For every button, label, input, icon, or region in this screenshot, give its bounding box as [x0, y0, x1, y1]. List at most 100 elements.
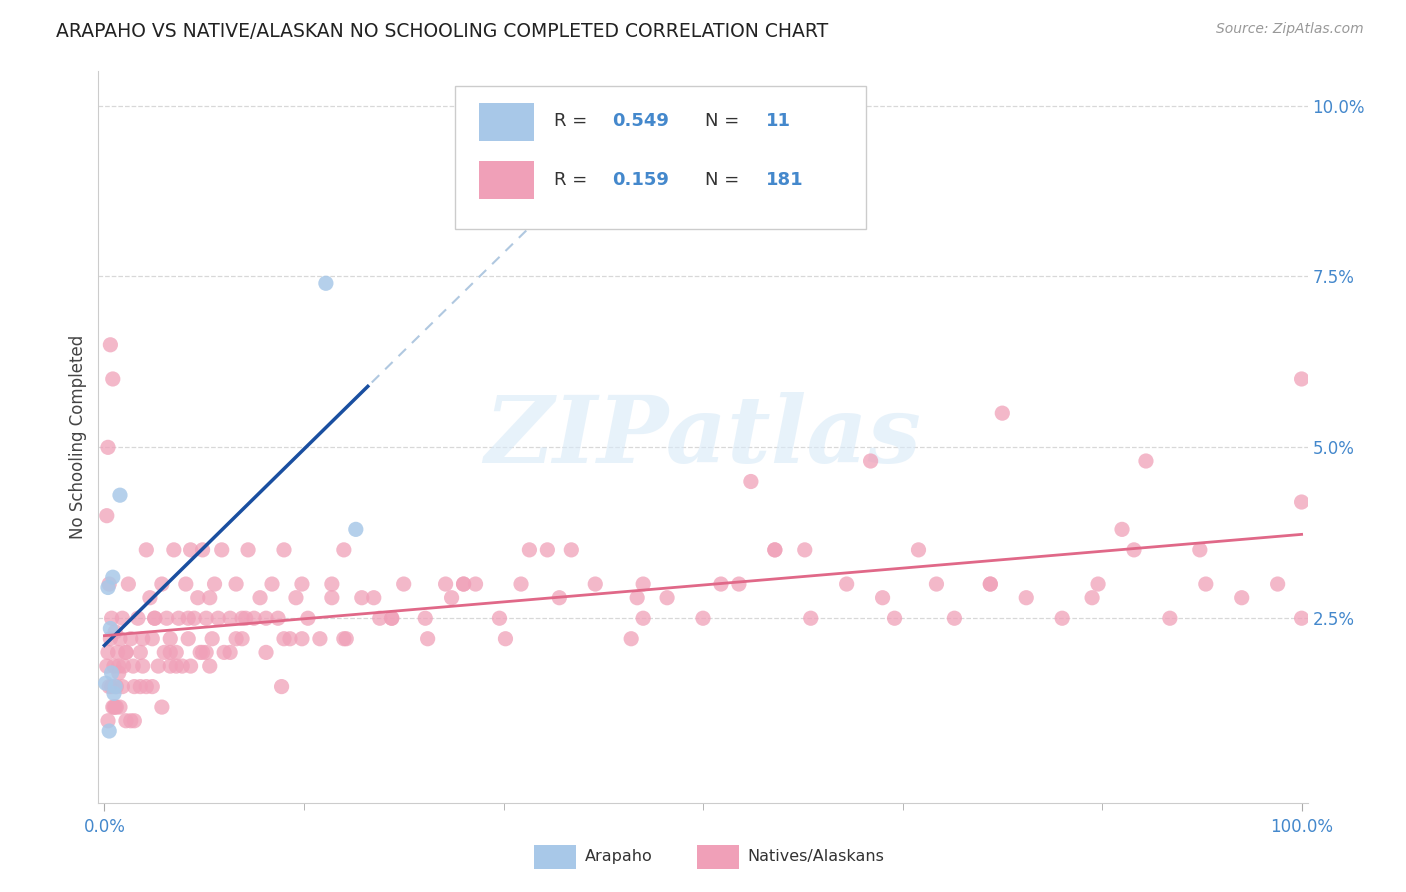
Point	[368, 611, 391, 625]
Point	[763, 542, 786, 557]
Point	[122, 659, 145, 673]
Point	[104, 680, 127, 694]
Point	[115, 714, 138, 728]
Point	[270, 680, 292, 694]
Point	[150, 700, 173, 714]
Point	[883, 611, 905, 625]
Point	[212, 645, 235, 659]
Point	[97, 581, 120, 595]
Point	[1291, 372, 1313, 386]
Point	[1291, 495, 1313, 509]
Point	[129, 680, 152, 694]
Point	[219, 611, 242, 625]
Point	[249, 591, 271, 605]
Point	[96, 508, 118, 523]
Point	[167, 611, 190, 625]
Point	[859, 454, 882, 468]
Text: Arapaho: Arapaho	[585, 849, 652, 864]
Point	[211, 542, 233, 557]
Point	[108, 488, 131, 502]
Point	[453, 577, 475, 591]
Point	[1267, 577, 1289, 591]
Point	[979, 577, 1001, 591]
Point	[225, 632, 247, 646]
Point	[104, 624, 127, 639]
Point	[243, 611, 266, 625]
Point	[111, 680, 134, 694]
Point	[231, 611, 253, 625]
Text: Source: ZipAtlas.com: Source: ZipAtlas.com	[1216, 22, 1364, 37]
FancyBboxPatch shape	[534, 846, 576, 869]
Point	[740, 475, 762, 489]
Point	[150, 577, 173, 591]
Text: ZIPatlas: ZIPatlas	[485, 392, 921, 482]
Point	[108, 632, 131, 646]
Point	[135, 680, 157, 694]
Point	[195, 611, 218, 625]
Point	[98, 680, 121, 694]
Y-axis label: No Schooling Completed: No Schooling Completed	[69, 335, 87, 539]
Point	[153, 645, 176, 659]
Point	[198, 659, 221, 673]
Point	[548, 591, 571, 605]
Point	[273, 542, 295, 557]
FancyBboxPatch shape	[479, 161, 534, 200]
Point	[344, 522, 367, 536]
Point	[692, 611, 714, 625]
Point	[191, 542, 214, 557]
Point	[115, 645, 138, 659]
Text: N =: N =	[706, 170, 745, 188]
Point	[180, 542, 202, 557]
Point	[117, 577, 139, 591]
Point	[1159, 611, 1181, 625]
Text: 181: 181	[766, 170, 803, 188]
Point	[1081, 591, 1104, 605]
Point	[278, 632, 301, 646]
Point	[1188, 542, 1211, 557]
Point	[1291, 611, 1313, 625]
Point	[112, 659, 135, 673]
Point	[626, 591, 648, 605]
Point	[172, 659, 194, 673]
Point	[98, 724, 121, 739]
Point	[141, 680, 163, 694]
Point	[267, 611, 290, 625]
Point	[100, 611, 122, 625]
Point	[536, 542, 558, 557]
Point	[416, 632, 439, 646]
Point	[710, 577, 733, 591]
Text: R =: R =	[554, 112, 593, 130]
Point	[107, 665, 129, 680]
Point	[103, 659, 125, 673]
Text: ARAPAHO VS NATIVE/ALASKAN NO SCHOOLING COMPLETED CORRELATION CHART: ARAPAHO VS NATIVE/ALASKAN NO SCHOOLING C…	[56, 22, 828, 41]
Point	[309, 632, 332, 646]
Point	[141, 632, 163, 646]
Point	[120, 632, 142, 646]
Point	[98, 577, 121, 591]
Point	[321, 591, 343, 605]
Point	[793, 542, 815, 557]
Point	[115, 645, 138, 659]
Point	[132, 659, 155, 673]
Point	[101, 570, 124, 584]
Point	[991, 406, 1014, 420]
Point	[104, 700, 127, 714]
Point	[100, 680, 122, 694]
Point	[156, 611, 179, 625]
Point	[1230, 591, 1253, 605]
Point	[392, 577, 415, 591]
Point	[183, 611, 205, 625]
Point	[177, 632, 200, 646]
Point	[979, 577, 1001, 591]
Point	[107, 645, 129, 659]
Point	[103, 700, 125, 714]
Point	[655, 591, 678, 605]
Point	[1087, 577, 1109, 591]
Point	[219, 645, 242, 659]
FancyBboxPatch shape	[479, 103, 534, 141]
Point	[124, 680, 146, 694]
Point	[207, 611, 229, 625]
Point	[872, 591, 894, 605]
Point	[728, 577, 751, 591]
Point	[143, 611, 166, 625]
